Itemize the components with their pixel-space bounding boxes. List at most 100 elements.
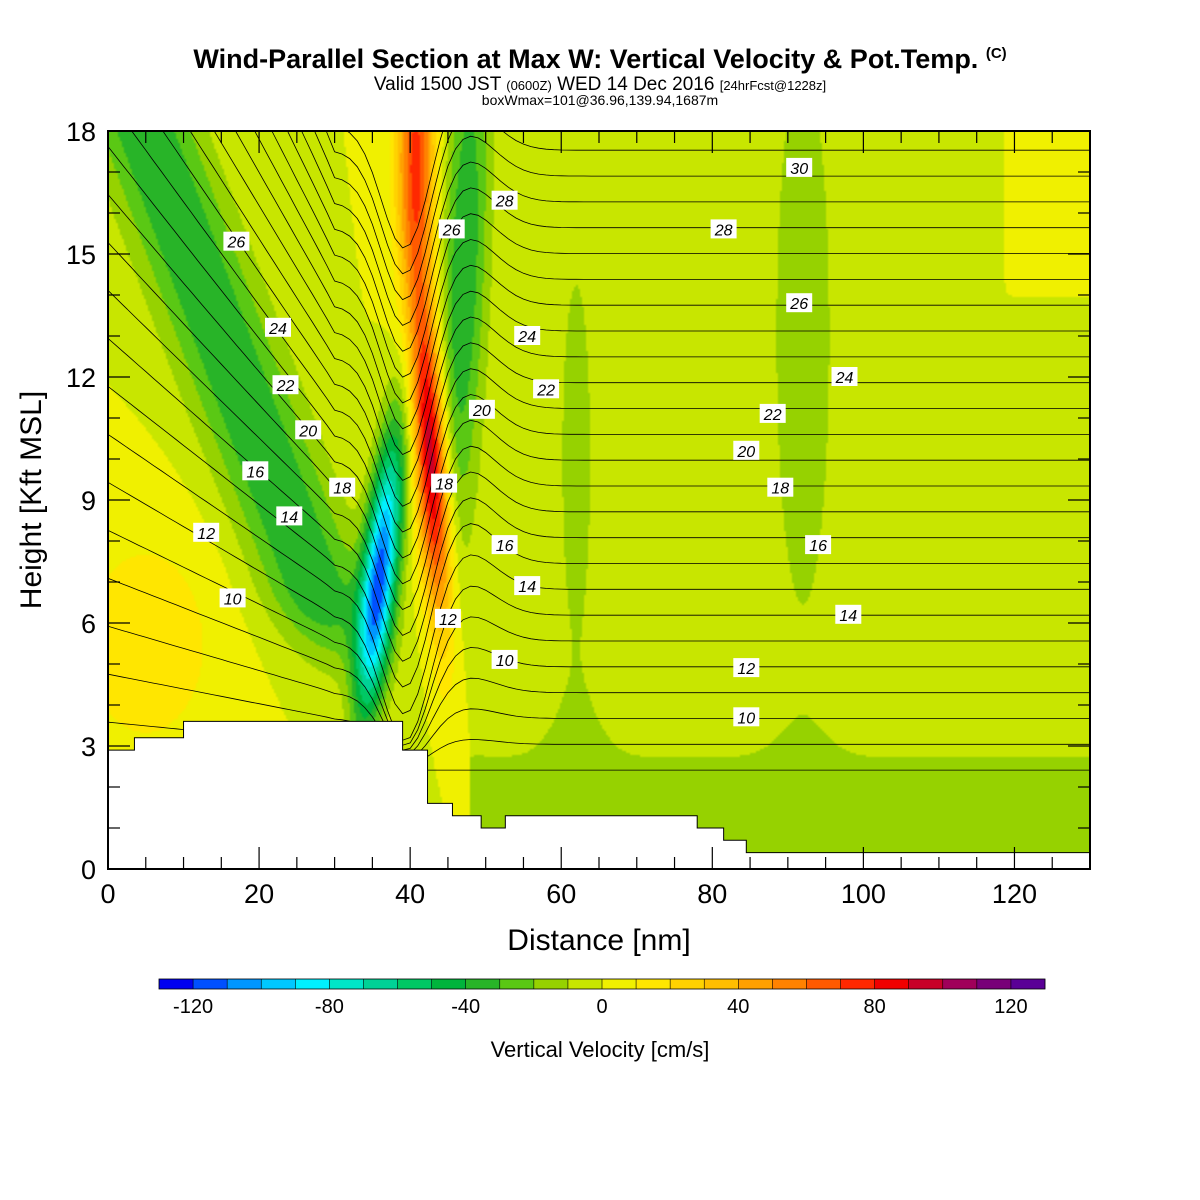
contour-label: 10: [219, 588, 246, 608]
x-tick-label: 60: [546, 879, 576, 909]
contour-label-text: 24: [268, 321, 287, 338]
contour-label: 16: [805, 535, 832, 555]
isentrope-30: [301, 131, 1090, 326]
colorbar-swatch: [533, 979, 569, 989]
contour-label-text: 28: [495, 194, 514, 211]
contour-label-text: 10: [496, 653, 514, 670]
chart-subtitle: Valid 1500 JST (0600Z) WED 14 Dec 2016 […: [0, 74, 1200, 96]
contour-label-text: 10: [224, 591, 242, 608]
x-tick-label: 100: [841, 879, 886, 909]
contour-label: 14: [835, 604, 862, 625]
valid-time: Valid 1500 JST: [373, 74, 501, 95]
x-tick-label: 120: [992, 879, 1037, 909]
y-tick-label: 12: [66, 363, 96, 393]
x-axis-title: Distance [nm]: [507, 924, 690, 957]
contour-label-text: 12: [737, 661, 755, 678]
contour-label: 14: [514, 576, 541, 596]
contour-label-text: 14: [839, 608, 857, 625]
contour-label: 24: [831, 367, 858, 387]
isentrope-25: [213, 131, 1090, 455]
contour-label-text: 24: [835, 370, 854, 387]
isentrope-17: [108, 338, 1090, 662]
x-tick-label: 40: [395, 879, 425, 909]
colorbar-label: -120: [173, 996, 213, 1018]
chart-title-text: Wind-Parallel Section at Max W: Vertical…: [193, 44, 979, 74]
contour-label: 16: [491, 535, 518, 555]
colorbar-swatch: [227, 979, 262, 989]
contour-label: 18: [329, 477, 356, 498]
contour-label-text: 18: [435, 477, 453, 494]
colorbar-swatch: [704, 979, 739, 989]
contour-label: 26: [223, 231, 250, 252]
contour-label: 18: [767, 477, 794, 498]
contour-label: 26: [786, 293, 813, 313]
isentrope-31: [314, 131, 1090, 301]
isentrope-16: [108, 386, 1090, 688]
contour-label: 30: [786, 157, 813, 178]
colorbar-title: Vertical Velocity [cm/s]: [491, 1037, 710, 1062]
isentrope-24: [189, 131, 1090, 481]
contour-label-text: 26: [442, 222, 461, 239]
y-axis: 0 3 6 9 12 15 18: [66, 117, 1090, 885]
y-tick-label: 3: [81, 732, 96, 762]
isentrope-20: [108, 194, 1090, 585]
colorbar-swatch: [465, 979, 501, 989]
y-tick-label: 18: [66, 117, 96, 147]
colorbar-swatch: [670, 979, 705, 989]
contour-label-text: 12: [439, 612, 457, 629]
colorbar-swatch: [431, 979, 466, 989]
forecast-info: [24hrFcst@1228z]: [719, 78, 827, 93]
contour-label: 28: [491, 190, 518, 211]
y-tick-label: 6: [81, 609, 96, 639]
isentrope-32: [325, 131, 1090, 275]
contour-label: 10: [491, 649, 518, 670]
contour-label-text: 22: [536, 382, 555, 399]
isentrope-23: [162, 131, 1090, 507]
contour-label: 16: [242, 461, 269, 481]
colorbar-swatch: [874, 979, 909, 989]
contour-label: 24: [265, 317, 291, 338]
contour-label-text: 12: [197, 526, 215, 543]
contour-label-text: 20: [298, 423, 317, 440]
contour-label: 10: [733, 707, 760, 727]
x-tick-label: 0: [100, 879, 115, 909]
colorbar-label: -40: [451, 996, 480, 1018]
colorbar-swatch: [738, 979, 773, 989]
isentrope-28: [271, 131, 1090, 378]
y-axis-title: Height [Kft MSL]: [15, 391, 48, 609]
isentrope-29: [287, 131, 1090, 352]
colorbar-swatch: [397, 979, 432, 989]
contour-label-text: 30: [790, 161, 808, 178]
valid-utc: (0600Z): [506, 78, 552, 93]
box-wmax-info: boxWmax=101@36.96,139.94,1687m: [481, 92, 719, 108]
contour-label: 14: [276, 506, 303, 526]
contour-label: 12: [434, 608, 461, 629]
contour-label: 18: [431, 473, 458, 494]
colorbar-label: 0: [596, 996, 607, 1018]
contour-label: 20: [733, 440, 760, 461]
y-tick-label: 0: [81, 855, 96, 885]
y-tick-label: 15: [66, 240, 96, 270]
colorbar-label: -80: [315, 996, 344, 1018]
x-tick-label: 20: [244, 879, 274, 909]
contour-label-text: 24: [517, 329, 536, 346]
terrain: [107, 720, 1091, 870]
isentrope-11: [108, 625, 1090, 756]
isentrope-21: [108, 146, 1090, 559]
colorbar-swatch: [976, 979, 1012, 989]
contour-label: 12: [733, 658, 760, 678]
contour-label-text: 26: [789, 296, 808, 313]
colorbar-swatch: [193, 979, 228, 989]
contour-label: 12: [193, 522, 220, 543]
colorbar-label: 80: [863, 996, 885, 1018]
contour-label-text: 18: [771, 481, 789, 498]
colorbar-swatch: [329, 979, 364, 989]
colorbar-swatch: [363, 979, 398, 989]
isentrope-14: [108, 481, 1090, 741]
colorbar-swatch: [1010, 979, 1046, 989]
contour-label: 20: [295, 420, 322, 440]
contour-label-text: 18: [333, 481, 351, 498]
colorbar-swatch: [636, 979, 671, 989]
colorbar-swatch: [499, 979, 535, 989]
